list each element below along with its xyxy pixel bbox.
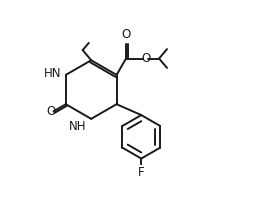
Text: F: F <box>138 166 144 179</box>
Text: O: O <box>142 52 151 65</box>
Text: HN: HN <box>44 68 61 80</box>
Text: O: O <box>122 28 131 41</box>
Text: NH: NH <box>69 120 86 133</box>
Text: O: O <box>46 105 55 118</box>
